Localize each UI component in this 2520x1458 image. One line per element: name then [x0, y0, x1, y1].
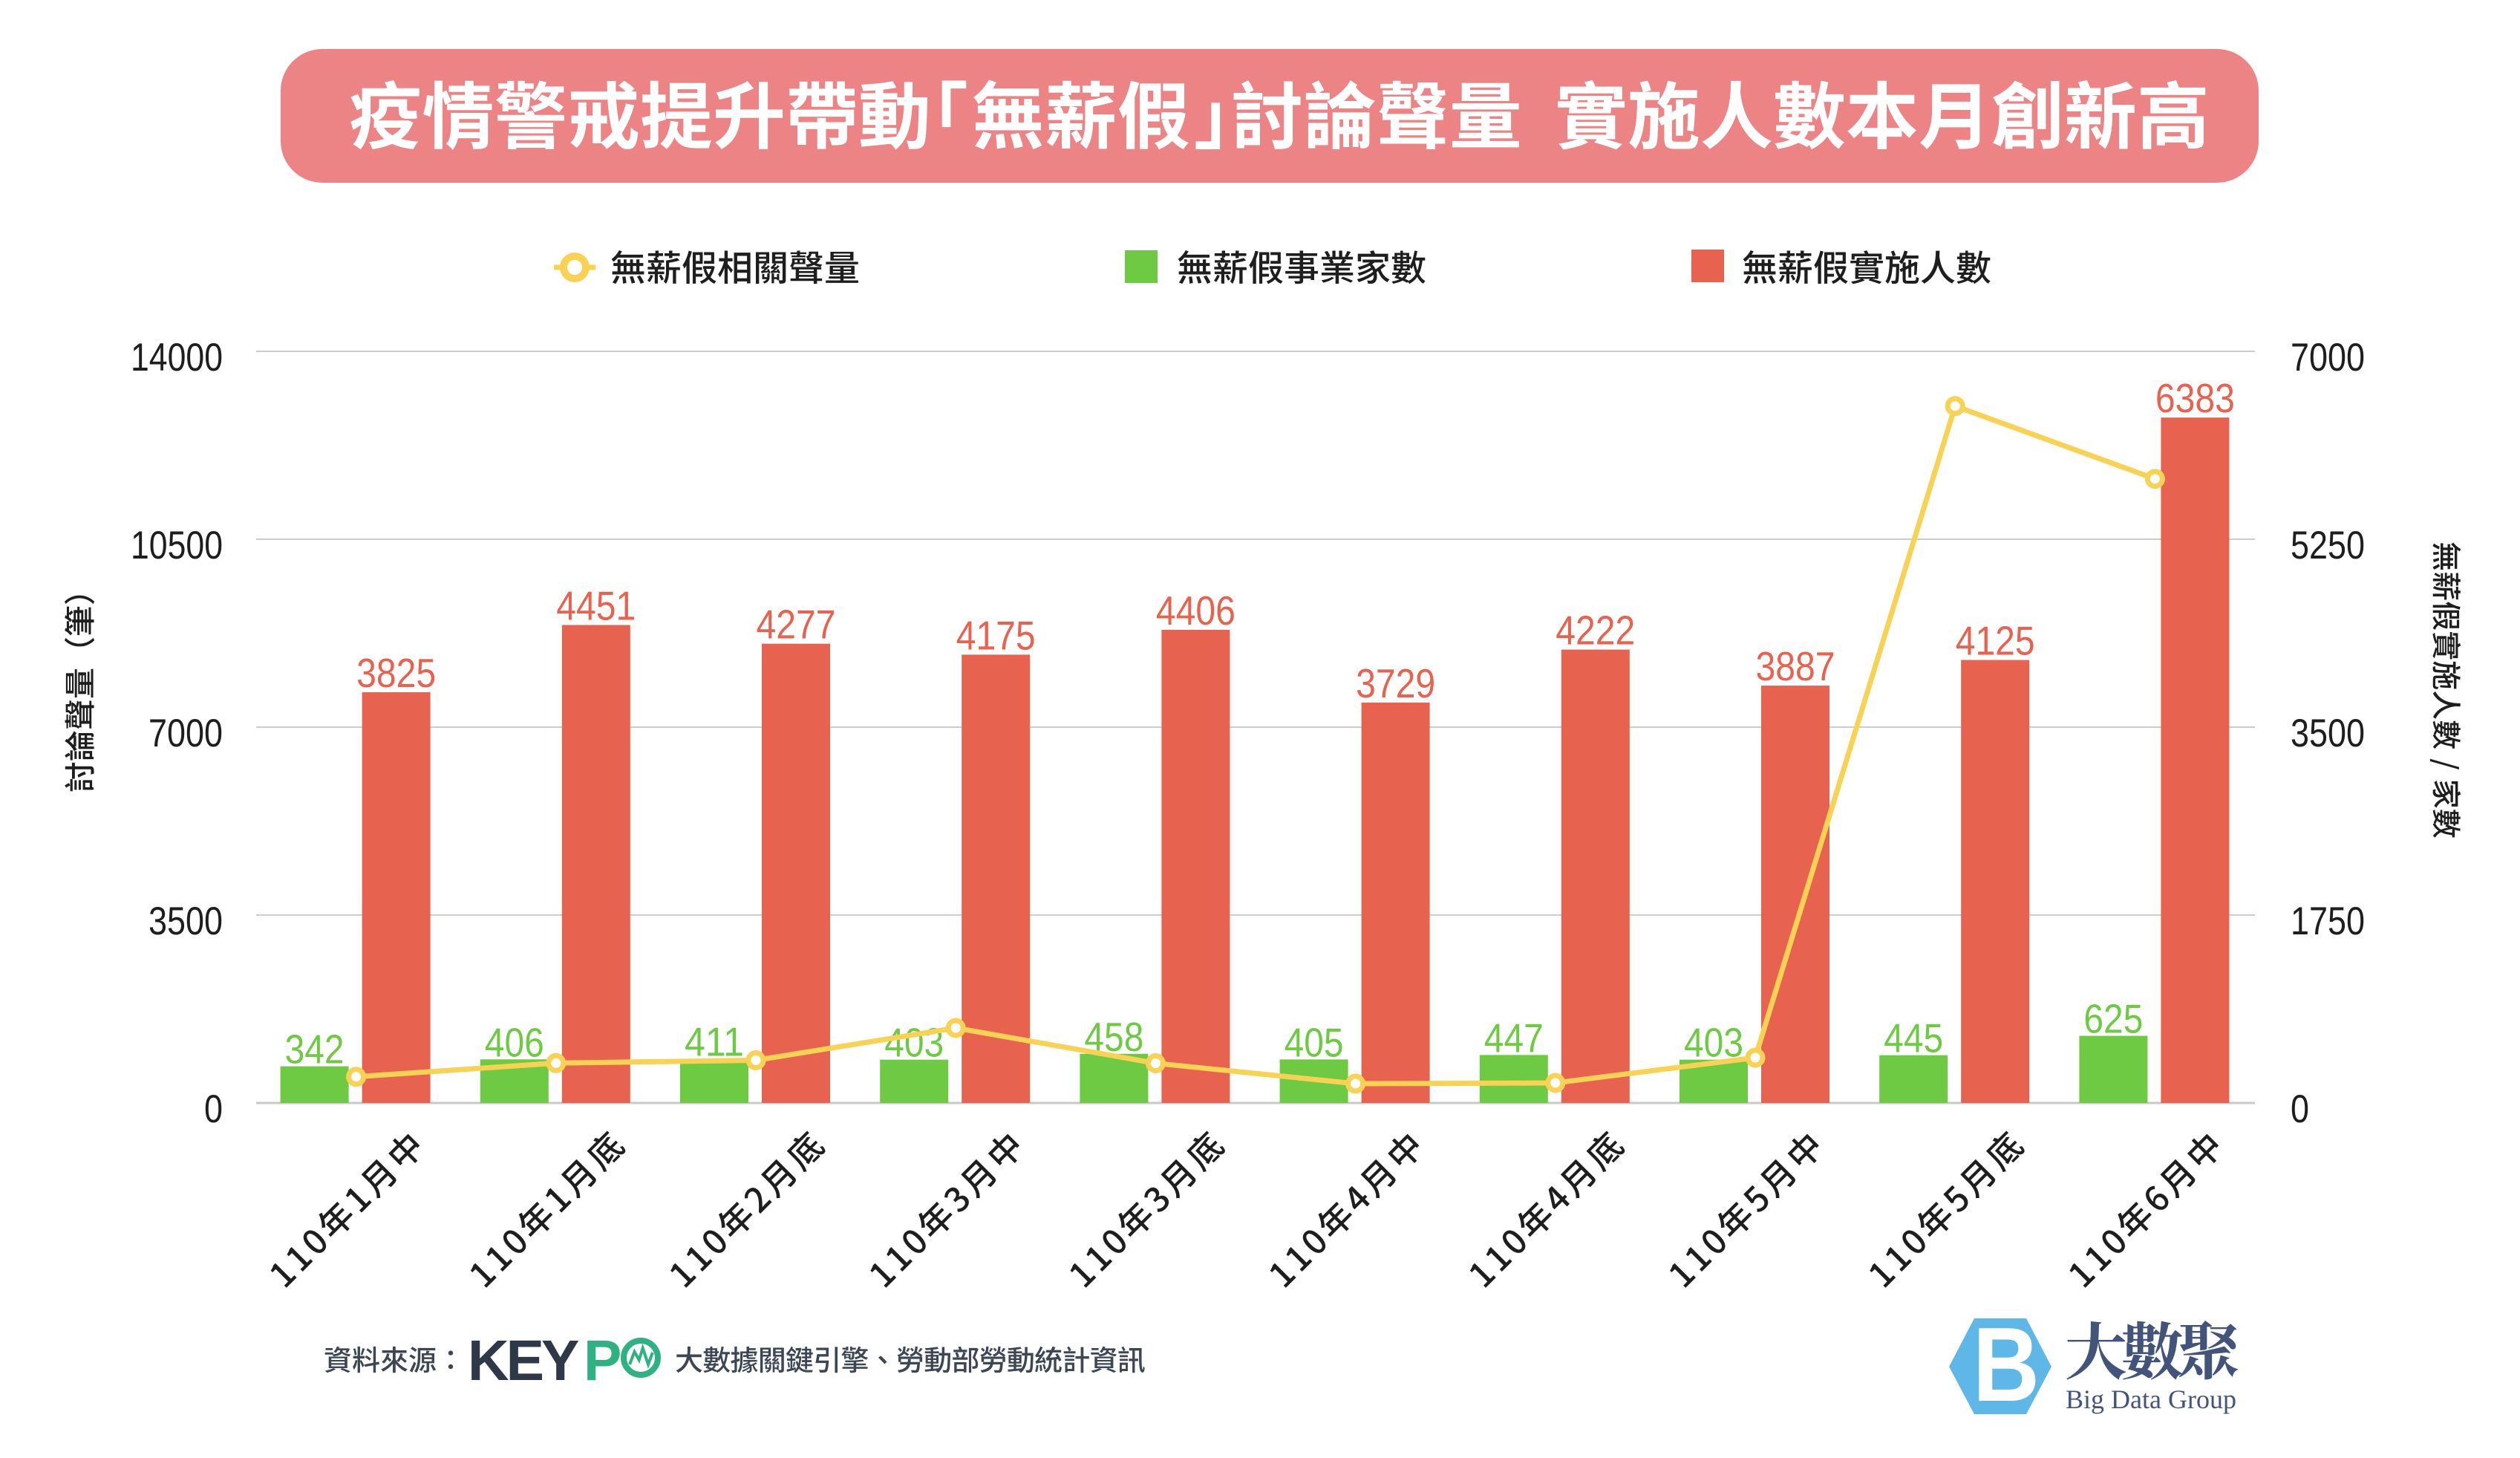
svg-text:4277: 4277	[757, 602, 836, 648]
svg-text:625: 625	[2083, 996, 2143, 1042]
svg-text:3500: 3500	[2291, 712, 2365, 755]
svg-text:4175: 4175	[956, 612, 1036, 658]
svg-text:342: 342	[285, 1026, 345, 1073]
svg-text:3500: 3500	[148, 899, 223, 943]
svg-text:KEY: KEY	[468, 1329, 579, 1393]
svg-text:B: B	[1973, 1306, 2040, 1424]
svg-text:405: 405	[1285, 1019, 1344, 1065]
svg-text:0: 0	[204, 1087, 223, 1131]
svg-text:4406: 4406	[1156, 588, 1235, 634]
svg-text:7000: 7000	[2291, 336, 2365, 380]
svg-text:5250: 5250	[2291, 524, 2365, 567]
svg-text:3825: 3825	[356, 650, 436, 696]
svg-text:1750: 1750	[2291, 899, 2365, 943]
svg-text:0: 0	[2291, 1087, 2309, 1131]
svg-text:447: 447	[1484, 1015, 1544, 1061]
svg-text:445: 445	[1884, 1015, 1943, 1061]
svg-text:411: 411	[685, 1019, 744, 1065]
svg-text:14000: 14000	[131, 336, 223, 380]
svg-text:4125: 4125	[1956, 618, 2035, 664]
svg-text:Big Data Group: Big Data Group	[2066, 1384, 2236, 1414]
svg-text:6383: 6383	[2155, 375, 2235, 421]
svg-text:406: 406	[485, 1019, 544, 1065]
svg-text:P: P	[584, 1329, 621, 1393]
svg-text:4451: 4451	[556, 583, 636, 629]
svg-text:4222: 4222	[1556, 608, 1635, 654]
svg-text:3729: 3729	[1356, 660, 1435, 706]
svg-text:10500: 10500	[131, 524, 223, 567]
svg-text:403: 403	[884, 1020, 944, 1066]
svg-text:7000: 7000	[148, 712, 223, 755]
svg-text:3887: 3887	[1756, 643, 1835, 689]
